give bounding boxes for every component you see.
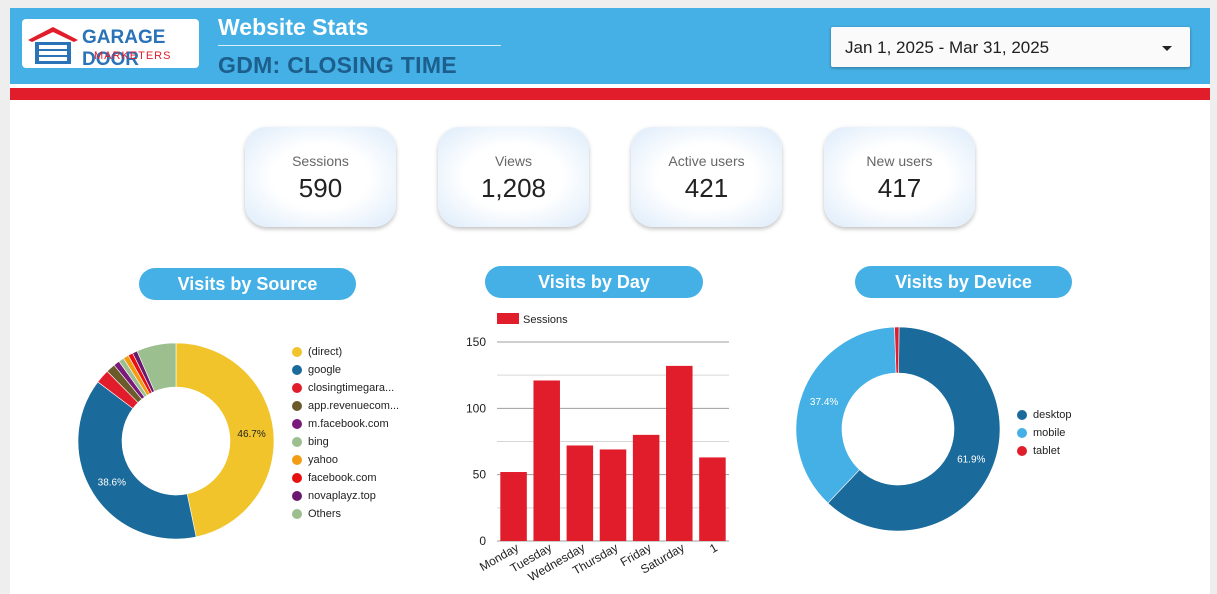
scorecard-value: 1,208 <box>480 173 547 203</box>
device-chart-title: Visits by Device <box>855 266 1072 298</box>
bar-friday[interactable] <box>632 434 660 541</box>
legend-label: facebook.com <box>308 472 377 484</box>
legend-label: Sessions <box>523 314 568 326</box>
legend-swatch-icon <box>292 383 302 393</box>
legend-swatch-icon <box>292 509 302 519</box>
legend-label: bing <box>308 436 329 448</box>
legend-label: yahoo <box>308 454 338 466</box>
bar-tuesday[interactable] <box>533 380 560 541</box>
logo-text-secondary: MARKETERS <box>94 50 172 62</box>
header-bar: GARAGE DOOR MARKETERS Website Stats GDM:… <box>10 8 1210 84</box>
legend-swatch-icon <box>1017 446 1027 456</box>
bar-sunday[interactable] <box>699 457 726 541</box>
scorecard-label: New users <box>866 153 933 169</box>
date-range-value: Jan 1, 2025 - Mar 31, 2025 <box>845 38 1050 57</box>
scorecard-active-users: Active users 421 <box>631 127 782 227</box>
scorecard-value: 417 <box>877 173 922 203</box>
company-logo: GARAGE DOOR MARKETERS <box>22 19 199 70</box>
legend-label: closingtimegara... <box>308 382 395 394</box>
donut-slice-0[interactable] <box>175 342 275 538</box>
scorecard-sessions: Sessions 590 <box>245 127 396 227</box>
slice-data-label: 61.9% <box>957 455 985 466</box>
donut-slice-1[interactable] <box>77 381 197 540</box>
scorecard-views: Views 1,208 <box>438 127 589 227</box>
legend-swatch-icon <box>292 491 302 501</box>
y-tick-label: 50 <box>473 468 487 482</box>
bar-saturday[interactable] <box>666 365 693 541</box>
legend-swatch-icon <box>292 473 302 483</box>
legend-label: desktop <box>1033 409 1072 421</box>
donut-slice-2[interactable] <box>894 326 900 374</box>
legend-swatch-icon <box>292 401 302 411</box>
scorecard-value: 590 <box>298 173 343 203</box>
x-tick-label: 1 <box>707 540 720 556</box>
bar-monday[interactable] <box>500 472 527 541</box>
garage-logo-icon <box>28 27 78 64</box>
legend-label: (direct) <box>308 346 343 358</box>
legend-label: google <box>308 364 342 376</box>
legend-swatch-icon <box>497 313 519 324</box>
date-range-picker[interactable]: Jan 1, 2025 - Mar 31, 2025 <box>831 27 1190 67</box>
scorecard-label: Active users <box>668 153 745 169</box>
source-donut-chart: 46.7% 38.6% <box>77 342 275 540</box>
device-donut-chart: 61.9% 37.4% <box>795 326 1001 532</box>
legend-swatch-icon <box>292 437 302 447</box>
scorecard-value: 421 <box>684 173 729 203</box>
dashboard-frame: GARAGE DOOR MARKETERS Website Stats GDM:… <box>10 8 1210 594</box>
device-legend: desktop mobile tablet <box>1017 408 1117 468</box>
donut-slice-1[interactable] <box>795 326 897 504</box>
legend-label: tablet <box>1033 445 1060 457</box>
slice-data-label: 37.4% <box>810 397 838 408</box>
source-legend: (direct) google closingtimegara... app.reve… <box>292 345 422 525</box>
legend-label: m.facebook.com <box>308 418 389 430</box>
dropdown-caret-icon <box>1162 46 1172 51</box>
logo-text-primary: GARAGE DOOR <box>82 27 166 70</box>
y-tick-label: 100 <box>466 401 486 415</box>
donut-slice-0[interactable] <box>827 326 1001 532</box>
legend-swatch-icon <box>292 347 302 357</box>
legend-swatch-icon <box>292 455 302 465</box>
legend-swatch-icon <box>1017 428 1027 438</box>
slice-data-label: 46.7% <box>237 429 265 440</box>
legend-swatch-icon <box>292 365 302 375</box>
scorecard-new-users: New users 417 <box>824 127 975 227</box>
y-tick-label: 0 <box>479 534 486 548</box>
bar-wednesday[interactable] <box>566 445 594 541</box>
legend-label: app.revenuecom... <box>308 400 400 412</box>
page-title: Website Stats <box>218 14 369 40</box>
scorecard-label: Sessions <box>292 153 349 169</box>
legend-label: novaplayz.top <box>308 490 376 502</box>
source-chart-title: Visits by Source <box>139 268 356 300</box>
legend-swatch-icon <box>1017 410 1027 420</box>
legend-swatch-icon <box>292 419 302 429</box>
legend-label: mobile <box>1033 427 1066 439</box>
accent-bar <box>10 88 1210 100</box>
slice-data-label: 38.6% <box>98 478 126 489</box>
y-tick-label: 150 <box>466 335 486 349</box>
page-subtitle: GDM: CLOSING TIME <box>218 52 457 78</box>
day-chart-title: Visits by Day <box>485 266 703 298</box>
title-divider <box>218 45 501 46</box>
donut-slice-9[interactable] <box>136 342 177 392</box>
bar-thursday[interactable] <box>599 449 627 541</box>
day-bar-chart: Sessions050100150MondayTuesdayWednesdayT… <box>466 313 729 584</box>
legend-label: Others <box>308 508 342 520</box>
scorecard-label: Views <box>494 153 533 169</box>
